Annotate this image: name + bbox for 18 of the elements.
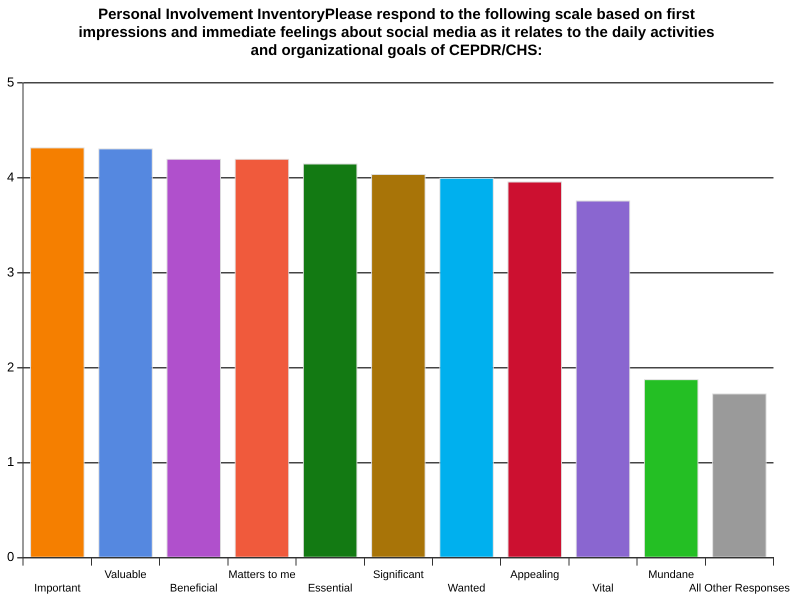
x-tick-label: Significant — [372, 569, 424, 582]
y-tick-label: 0 — [6, 549, 14, 564]
x-tick-label: Essential — [308, 582, 352, 594]
y-tick-label: 4 — [6, 169, 14, 184]
x-tick-label: Appealing — [510, 569, 560, 582]
y-tick-label: 3 — [6, 264, 14, 280]
y-tick-label: 1 — [6, 454, 14, 470]
x-tick-label: Valuable — [104, 569, 147, 582]
x-tick-label: Beneficial — [170, 582, 218, 594]
x-tick-label: All Other Responses — [688, 582, 790, 594]
x-tick-label: Important — [34, 582, 81, 594]
x-tick-label: Mundane — [648, 569, 694, 582]
x-tick-label: Matters to me — [228, 569, 296, 582]
x-tick-label: Vital — [592, 582, 614, 594]
x-tick-label: Wanted — [448, 582, 486, 594]
chart-title: Personal Involvement InventoryPlease respond to the following scale based on first impressions and immediate feelings about social media as it relates to the daily activities and organizational goals of CEPDR/CHS: — [77, 6, 716, 61]
y-tick-label: 5 — [6, 74, 14, 90]
y-tick-label: 2 — [6, 359, 14, 374]
